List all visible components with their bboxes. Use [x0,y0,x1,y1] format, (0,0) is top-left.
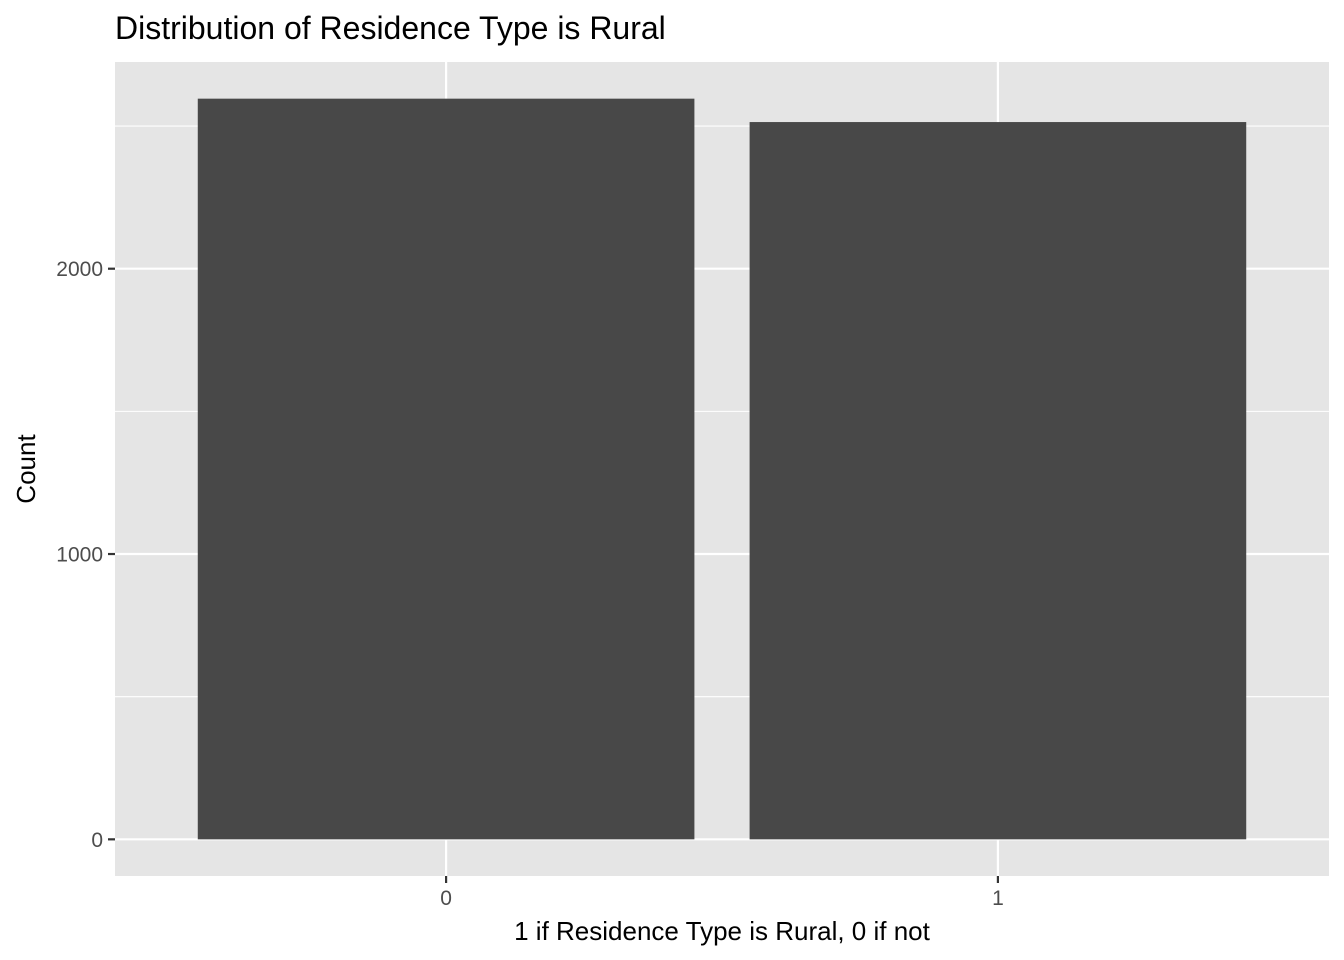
chart-title: Distribution of Residence Type is Rural [115,10,666,46]
y-tick-label: 0 [91,829,103,852]
y-axis-title: Count [11,434,41,504]
y-tick-label: 1000 [56,544,103,567]
x-axis-title: 1 if Residence Type is Rural, 0 if not [514,916,931,946]
bar-0 [197,98,695,840]
x-tick-label: 0 [440,887,452,910]
bar-1 [749,122,1247,840]
bars [197,98,1247,840]
y-axis: 0 1000 2000 [56,258,115,852]
x-tick-label: 1 [992,887,1004,910]
y-tick-label: 2000 [56,258,103,281]
